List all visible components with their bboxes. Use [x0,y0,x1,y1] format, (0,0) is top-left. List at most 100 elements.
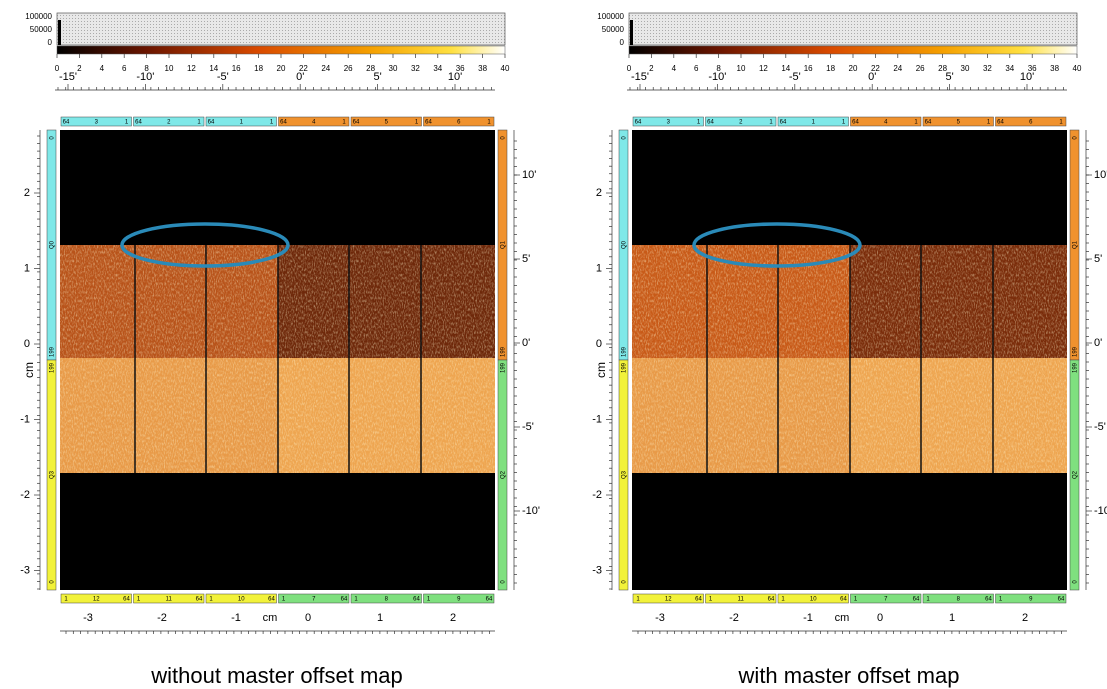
colorbar-tick-label: 4 [672,64,677,73]
colorbar-tick-label: 8 [716,64,721,73]
segment-label: 12 [665,597,672,603]
colorbar-tick-label: 32 [411,64,420,73]
segment-label: 64 [196,597,203,603]
segment-label: 8 [957,597,961,603]
histogram-peak [630,20,633,45]
segment-label: 64 [208,120,215,126]
segment-label: 1 [842,120,846,126]
side-label: Q2 [501,470,507,479]
left-tick-label: 2 [596,187,602,199]
colorbar-tick-label: 10 [165,64,174,73]
left-tick-label: -2 [592,489,602,501]
segment-strip [995,116,1067,127]
colorbar-tick-label: 4 [100,64,105,73]
histogram-tick-label: 0 [48,38,53,47]
left-tick-label: 1 [24,262,30,274]
colorbar-tick-label: 18 [254,64,263,73]
left-tick-label: 2 [24,187,30,199]
segment-label: 64 [913,597,920,603]
side-label: Q2 [1073,470,1079,479]
segment-label: 1 [270,120,274,126]
segment-label: 64 [997,120,1004,126]
segment-label: 1 [209,597,213,603]
top-tick-label: 0' [296,71,304,83]
left-axis-label: cm [594,362,608,378]
segment-label: 8 [385,597,389,603]
segment-strip [205,593,277,604]
side-strip [497,359,508,591]
top-tick-label: -10' [708,71,726,83]
side-label: Q0 [622,240,628,249]
segment-strip [777,116,849,127]
segment-label: 3 [95,120,99,126]
right-tick-label: -5' [1094,421,1106,433]
colorbar-tick-label: 26 [916,64,925,73]
segment-label: 64 [425,120,432,126]
segment-label: 64 [63,120,70,126]
colorbar-tick-label: 28 [938,64,947,73]
segment-strip [133,116,205,127]
segment-label: 2 [167,120,171,126]
colorbar-tick-label: 28 [366,64,375,73]
segment-label: 5 [957,120,961,126]
segment-strip [705,116,777,127]
right-tick-label: -10' [1094,505,1107,517]
colorbar-tick-label: 22 [299,64,308,73]
segment-strip [133,593,205,604]
bottom-tick-label: 0 [305,612,311,624]
segment-label: 10 [810,597,817,603]
right-tick-label: 5' [522,253,530,265]
bottom-tick-label: 1 [377,612,383,624]
top-tick-label: 0' [868,71,876,83]
segment-label: 64 [925,120,932,126]
side-label: 0 [501,580,507,584]
segment-label: 7 [312,597,316,603]
segment-label: 1 [282,597,286,603]
side-label: 199 [622,362,628,373]
side-label: Q3 [50,470,56,479]
top-tick-label: 5' [945,71,953,83]
segment-label: 64 [413,597,420,603]
colorbar-tick-label: 38 [1050,64,1059,73]
segment-label: 3 [667,120,671,126]
left-tick-label: 0 [24,338,30,350]
histogram-tick-label: 50000 [602,25,625,34]
colorbar-tick-label: 12 [759,64,768,73]
segment-strip [995,593,1067,604]
left-tick-label: -3 [20,564,30,576]
segment-label: 64 [768,597,775,603]
histogram-peak [58,20,61,45]
segment-label: 9 [457,597,461,603]
right-tick-label: 5' [1094,253,1102,265]
colorbar-tick-label: 34 [433,64,442,73]
side-label: Q3 [622,470,628,479]
side-label: 0 [501,136,507,140]
segment-label: 4 [884,120,888,126]
segment-label: 7 [884,597,888,603]
side-label: 0 [1073,580,1079,584]
segment-strip [278,116,350,127]
bottom-tick-label: 2 [450,612,456,624]
highlight-ellipse [120,222,290,268]
colorbar-tick-label: 40 [1073,64,1082,73]
segment-strip [632,116,704,127]
segment-label: 64 [852,120,859,126]
colorbar-tick-label: 32 [983,64,992,73]
colorbar-tick-label: 18 [826,64,835,73]
segment-label: 1 [812,120,816,126]
segment-strip [423,593,495,604]
histogram [628,12,1078,46]
segment-label: 1 [137,597,141,603]
histogram [56,12,506,46]
colorbar-tick-label: 10 [737,64,746,73]
segment-strip [350,116,422,127]
side-label: 199 [501,362,507,373]
left-tick-label: -3 [592,564,602,576]
right-tick-label: 0' [522,337,530,349]
colorbar [56,45,506,55]
segment-label: 1 [987,120,991,126]
segment-label: 6 [457,120,461,126]
colorbar-tick-label: 36 [456,64,465,73]
bottom-tick-label: cm [835,612,850,624]
